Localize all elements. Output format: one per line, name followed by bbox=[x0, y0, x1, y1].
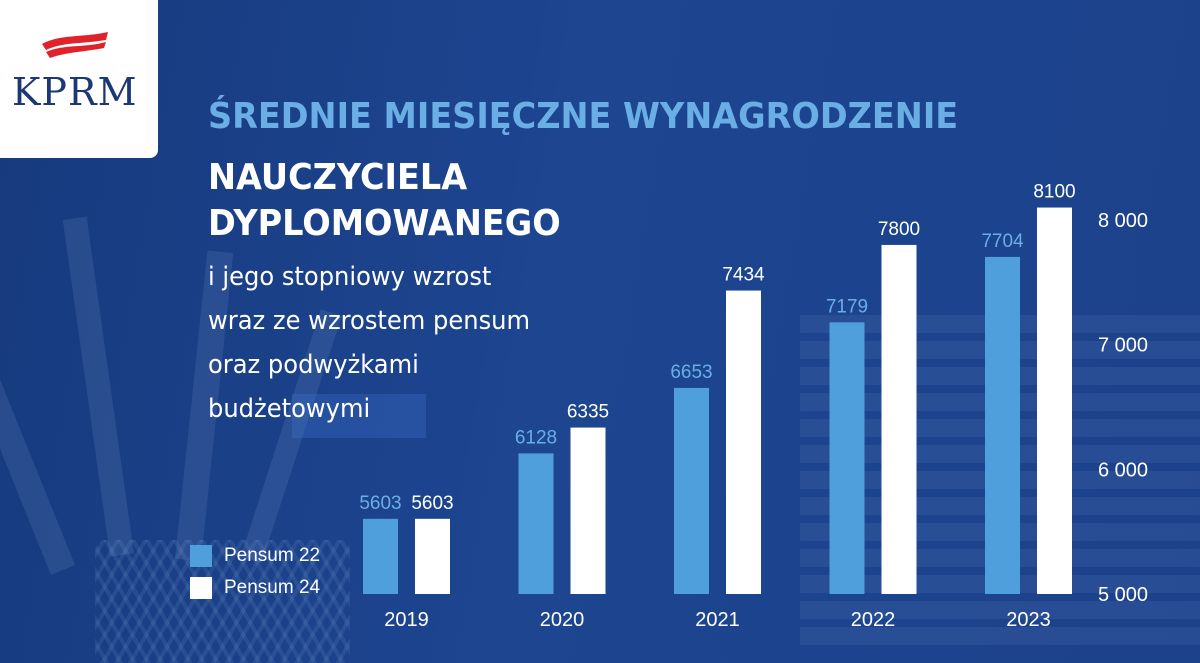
data-label: 6128 bbox=[515, 427, 557, 448]
x-tick-label: 2020 bbox=[540, 609, 585, 631]
heading-line-2b: DYPLOMOWANEGO bbox=[208, 203, 561, 244]
chart-legend: Pensum 22 Pensum 24 bbox=[190, 540, 320, 604]
y-tick-label: 5 000 bbox=[1098, 584, 1148, 606]
bar-pensum-24-2020 bbox=[570, 427, 606, 594]
data-label: 5603 bbox=[359, 493, 401, 514]
legend-item-pensum-22: Pensum 22 bbox=[190, 540, 320, 572]
bar-pensum-24-2019 bbox=[415, 518, 450, 594]
data-label: 7179 bbox=[826, 296, 868, 317]
data-label: 7434 bbox=[722, 265, 765, 286]
bar-pensum-24-2021 bbox=[726, 290, 761, 594]
bar-pensum-24-2023 bbox=[1037, 207, 1072, 595]
logo-panel: KPRM bbox=[0, 0, 158, 158]
x-tick-label: 2021 bbox=[695, 609, 740, 631]
subheading-line-3: oraz podwyżkami bbox=[208, 350, 419, 380]
heading-line-2a: NAUCZYCIELA bbox=[208, 157, 468, 198]
legend-swatch-pensum-22 bbox=[190, 545, 212, 567]
heading-line-1: ŚREDNIE MIESIĘCZNE WYNAGRODZENIE bbox=[208, 96, 959, 137]
y-tick-label: 7 000 bbox=[1098, 335, 1148, 357]
data-label: 6653 bbox=[670, 362, 712, 383]
bar-pensum-22-2020 bbox=[518, 453, 554, 594]
text-highlight bbox=[292, 394, 426, 438]
x-tick-label: 2019 bbox=[384, 609, 429, 631]
data-label: 5603 bbox=[411, 493, 453, 514]
subheading: i jego stopniowy wzrost wraz ze wzrostem… bbox=[208, 255, 530, 431]
data-label: 8100 bbox=[1033, 182, 1075, 203]
legend-swatch-pensum-24 bbox=[190, 577, 212, 599]
heading-line-2: NAUCZYCIELA DYPLOMOWANEGO bbox=[208, 155, 561, 247]
data-label: 6335 bbox=[567, 402, 609, 423]
y-tick-label: 6 000 bbox=[1098, 459, 1148, 481]
bar-pensum-22-2021 bbox=[674, 387, 709, 594]
subheading-line-1: i jego stopniowy wzrost bbox=[208, 262, 492, 292]
bar-pensum-22-2019 bbox=[363, 518, 398, 594]
bar-pensum-22-2022 bbox=[829, 322, 865, 594]
x-tick-label: 2022 bbox=[851, 609, 896, 631]
subheading-line-4: budżetowymi bbox=[208, 394, 371, 424]
logo-text: KPRM bbox=[12, 70, 138, 114]
legend-label-pensum-22: Pensum 22 bbox=[224, 545, 321, 566]
legend-label-pensum-24: Pensum 24 bbox=[224, 577, 321, 598]
pencil-cup-decoration bbox=[95, 540, 350, 663]
bar-pensum-22-2023 bbox=[985, 256, 1020, 594]
bar-pensum-24-2022 bbox=[881, 244, 917, 594]
x-tick-label: 2023 bbox=[1006, 609, 1051, 631]
flag-icon bbox=[42, 32, 108, 58]
data-label: 7800 bbox=[878, 219, 920, 240]
data-label: 7704 bbox=[981, 231, 1024, 252]
subheading-line-2: wraz ze wzrostem pensum bbox=[208, 306, 531, 336]
legend-item-pensum-24: Pensum 24 bbox=[190, 572, 320, 604]
y-tick-label: 8 000 bbox=[1098, 210, 1148, 232]
